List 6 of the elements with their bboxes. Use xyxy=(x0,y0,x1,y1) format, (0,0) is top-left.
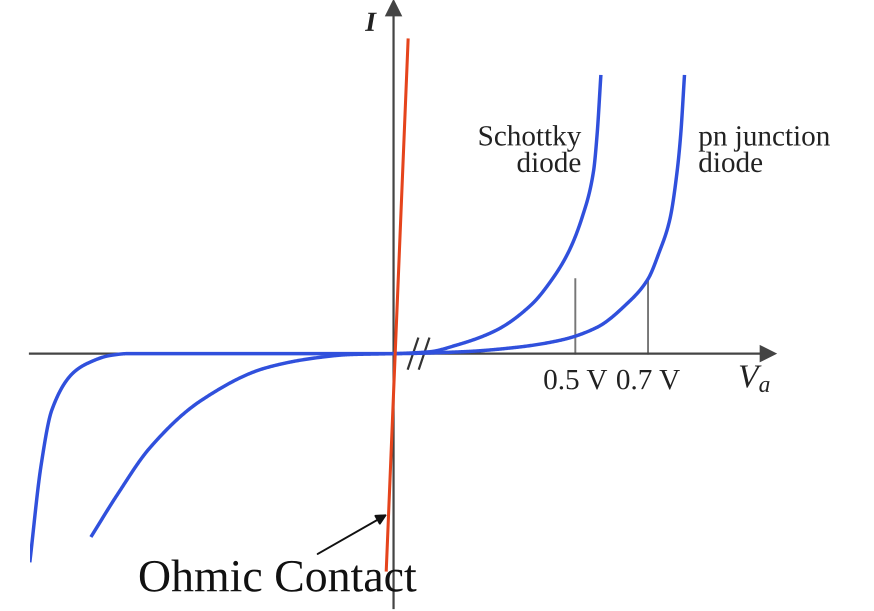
y-axis-title: I xyxy=(364,12,377,31)
series-label: Schottky diode xyxy=(480,125,582,172)
x-axis-title: V$_{a}$ xyxy=(740,365,770,392)
x-tick-label: 0.5 V xyxy=(544,370,608,390)
x-tick-label: 0.7 V xyxy=(616,370,680,390)
series-label: pn junction diode xyxy=(698,126,830,172)
